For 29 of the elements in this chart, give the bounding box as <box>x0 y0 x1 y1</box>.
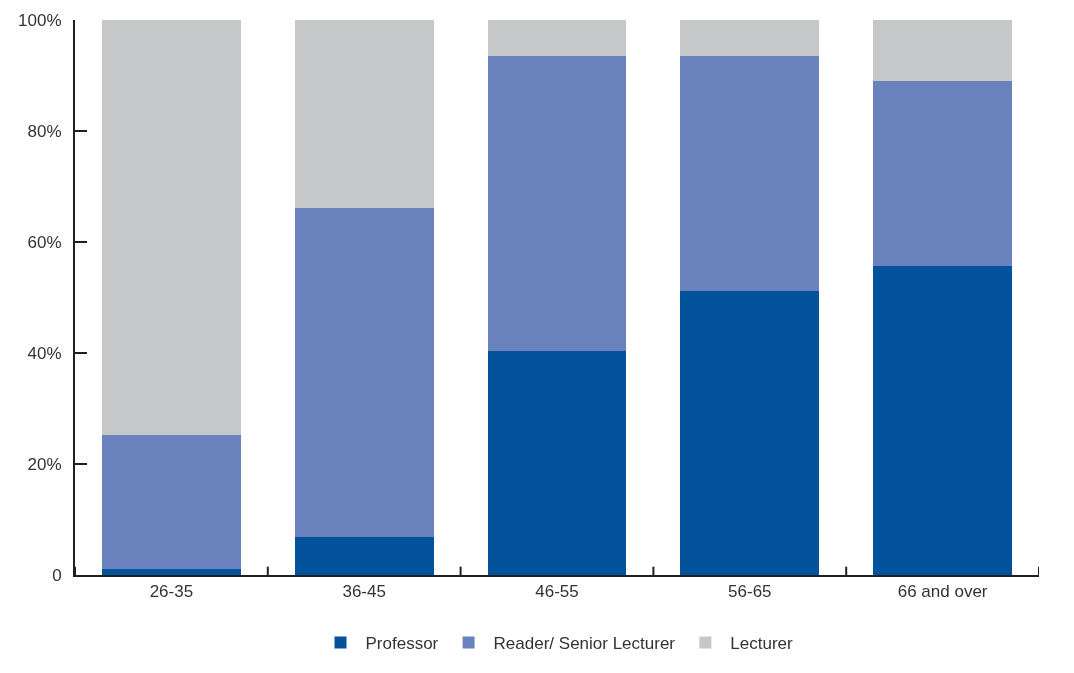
y-tick-label: 20% <box>27 454 62 474</box>
x-tick-label: 36-45 <box>342 582 386 602</box>
bar <box>873 81 1013 267</box>
y-tick-label: 60% <box>27 232 62 252</box>
y-tick-label: 100% <box>18 10 62 30</box>
bar <box>101 568 241 575</box>
bar <box>101 20 241 435</box>
bar <box>294 207 434 537</box>
bar <box>294 536 434 575</box>
legend-label: Reader/ Senior Lecturer <box>493 634 676 654</box>
bar <box>873 20 1013 82</box>
x-tick-label: 66 and over <box>897 582 988 602</box>
bar <box>487 350 627 575</box>
bar <box>294 20 434 208</box>
bar <box>101 434 241 569</box>
y-tick-label: 80% <box>27 121 62 141</box>
y-tick-label: 40% <box>27 343 62 363</box>
bar <box>487 20 627 57</box>
x-tick-label: 56-65 <box>728 582 772 602</box>
legend-label: Lecturer <box>730 634 794 654</box>
bar <box>487 56 627 351</box>
legend-label: Professor <box>365 634 439 654</box>
x-tick-label: 26-35 <box>149 582 194 602</box>
bar <box>680 56 820 292</box>
bar <box>680 20 820 57</box>
bar <box>873 266 1013 575</box>
bar <box>680 291 820 575</box>
y-tick-label: 0 <box>52 565 62 585</box>
x-tick-label: 46-55 <box>535 582 579 602</box>
